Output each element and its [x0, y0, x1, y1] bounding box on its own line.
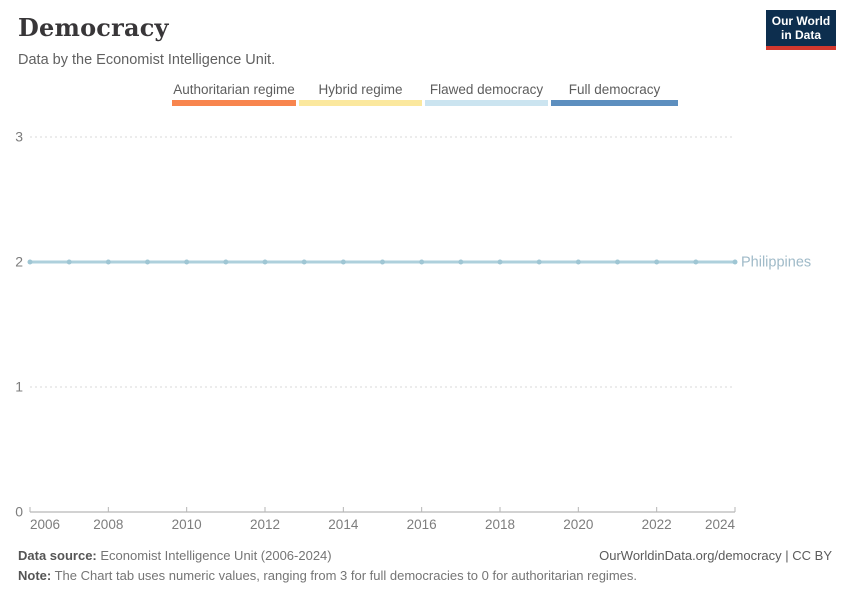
- data-point[interactable]: [497, 259, 503, 265]
- data-point[interactable]: [458, 259, 464, 265]
- x-axis-tick-label: 2012: [250, 517, 280, 532]
- data-point[interactable]: [66, 259, 72, 265]
- x-axis-tick-label: 2010: [172, 517, 202, 532]
- y-axis-tick-label: 0: [15, 504, 23, 520]
- data-point[interactable]: [654, 259, 660, 265]
- owid-logo[interactable]: Our World in Data: [766, 10, 836, 50]
- data-source-line: Data source: Economist Intelligence Unit…: [18, 548, 332, 563]
- data-point[interactable]: [262, 259, 268, 265]
- legend-label: Hybrid regime: [318, 82, 403, 97]
- y-axis-tick-label: 1: [15, 379, 23, 395]
- data-point[interactable]: [223, 259, 229, 265]
- x-axis-tick-label: 2020: [563, 517, 593, 532]
- legend-label: Full democracy: [568, 82, 661, 97]
- legend-color-bar: [425, 100, 548, 106]
- note-text: The Chart tab uses numeric values, rangi…: [54, 568, 637, 583]
- legend-item-authoritarian[interactable]: Authoritarian regime: [172, 82, 296, 106]
- data-point[interactable]: [575, 259, 581, 265]
- data-point[interactable]: [536, 259, 542, 265]
- legend-color-bar: [299, 100, 422, 106]
- data-point[interactable]: [693, 259, 699, 265]
- data-point[interactable]: [419, 259, 425, 265]
- attribution-link[interactable]: OurWorldinData.org/democracy | CC BY: [599, 548, 832, 563]
- legend-color-bar: [551, 100, 678, 106]
- legend-color-bar: [172, 100, 296, 106]
- data-point[interactable]: [380, 259, 385, 265]
- legend-item-full[interactable]: Full democracy: [551, 82, 678, 106]
- x-axis-tick-label: 2016: [407, 517, 437, 532]
- legend-item-hybrid[interactable]: Hybrid regime: [299, 82, 422, 106]
- data-point[interactable]: [340, 259, 346, 265]
- y-axis-tick-label: 2: [15, 254, 23, 270]
- legend-label: Authoritarian regime: [173, 82, 295, 97]
- data-point[interactable]: [145, 259, 150, 265]
- owid-logo-line2: in Data: [780, 28, 821, 42]
- x-axis-tick-label: 2024: [705, 517, 736, 532]
- category-legend: Authoritarian regime Hybrid regime Flawe…: [172, 82, 678, 106]
- entity-label[interactable]: Philippines: [741, 255, 811, 271]
- data-point[interactable]: [184, 259, 190, 265]
- note-line: Note: The Chart tab uses numeric values,…: [18, 568, 637, 583]
- page-subtitle: Data by the Economist Intelligence Unit.: [18, 52, 276, 68]
- note-label: Note:: [18, 568, 52, 583]
- legend-label: Flawed democracy: [429, 82, 544, 97]
- x-axis-tick-label: 2018: [485, 517, 515, 532]
- data-point[interactable]: [27, 259, 33, 265]
- owid-logo-line1: Our World: [771, 13, 831, 28]
- data-point[interactable]: [732, 259, 738, 265]
- x-axis-tick-label: 2006: [30, 517, 60, 532]
- y-axis-tick-label: 3: [15, 129, 23, 145]
- legend-item-flawed[interactable]: Flawed democracy: [425, 82, 548, 106]
- data-source-label: Data source:: [18, 548, 97, 563]
- data-point[interactable]: [105, 259, 111, 265]
- data-point[interactable]: [615, 259, 620, 265]
- data-source-text: Economist Intelligence Unit (2006-2024): [100, 548, 332, 563]
- x-axis-tick-label: 2008: [93, 517, 123, 532]
- data-point[interactable]: [301, 259, 307, 265]
- x-axis-tick-label: 2014: [328, 517, 359, 532]
- x-axis-tick-label: 2022: [642, 517, 672, 532]
- page-title: Democracy: [18, 13, 169, 42]
